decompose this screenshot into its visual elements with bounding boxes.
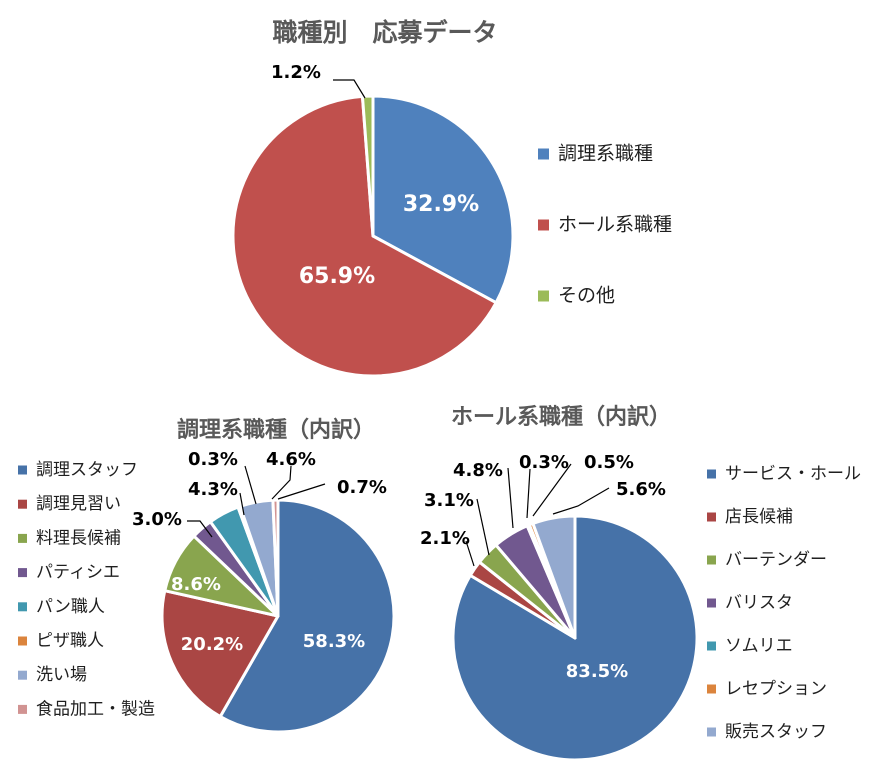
data-label: 32.9% (403, 192, 479, 217)
legend-swatch (18, 499, 27, 509)
data-label: 58.3% (303, 631, 365, 652)
data-label: 0.3% (519, 452, 569, 473)
legend-swatch (538, 290, 549, 302)
leader-line (187, 520, 213, 538)
legend-swatch (18, 636, 27, 646)
chart-title: 調理系職種（内訳） (177, 417, 375, 443)
pie-slice-2 (160, 589, 280, 719)
legend-label: パン職人 (36, 597, 105, 617)
legend-label: 調理スタッフ (36, 460, 138, 480)
legend-label: 洗い場 (36, 665, 87, 685)
data-label: 8.6% (171, 574, 221, 595)
data-label: 2.1% (420, 528, 470, 549)
legend-label: その他 (558, 285, 615, 307)
data-label: 3.1% (424, 490, 474, 511)
pie-chart-3: ホール系職種（内訳） 83.5% 2.1% 3.1% 4.8% 0.3% 0.5% 5.6% サ… (420, 404, 861, 762)
data-label: 5.6% (616, 479, 666, 500)
data-label: 3.0% (132, 509, 182, 530)
legend-swatch (18, 465, 27, 475)
leader-line (277, 483, 326, 500)
leader-line (532, 463, 572, 517)
leader-line (239, 492, 245, 516)
legend-swatch (18, 602, 27, 612)
legend-swatch (538, 148, 549, 160)
legend-swatch (18, 533, 27, 543)
data-label: 4.8% (453, 460, 503, 481)
leader-line (507, 467, 514, 529)
pie-slice-7 (531, 514, 577, 640)
data-label: 4.6% (266, 449, 316, 470)
leader-line (552, 487, 610, 515)
pie-slice-2 (231, 94, 498, 378)
legend-label: サービス・ホール (725, 464, 861, 484)
pie-slice-1 (218, 498, 396, 734)
data-label: 0.3% (188, 449, 238, 470)
leader-line (465, 540, 475, 567)
legend-swatch (707, 555, 716, 565)
leader-line (271, 465, 292, 500)
legend-label: ピザ職人 (36, 631, 104, 651)
legend-label: ソムリエ (725, 636, 793, 656)
legend-label: 調理見習い (36, 494, 121, 514)
legend-label: 販売スタッフ (725, 722, 827, 742)
data-label: 83.5% (566, 661, 628, 682)
legend-swatch (707, 684, 716, 694)
legend-label: バーテンダー (725, 550, 827, 570)
leader-line (526, 468, 531, 519)
legend-label: 食品加工・製造 (36, 699, 155, 719)
legend-swatch (707, 727, 716, 737)
legend-swatch (18, 568, 27, 578)
legend-swatch (707, 469, 716, 479)
legend-swatch (707, 641, 716, 651)
legend-swatch (18, 704, 27, 714)
legend-swatch (18, 670, 27, 680)
legend-label: パティシエ (36, 563, 120, 583)
legend-swatch (707, 512, 716, 522)
chart-title: ホール系職種（内訳） (451, 404, 671, 430)
data-label: 4.3% (188, 479, 238, 500)
legend-label: レセプション (725, 679, 827, 699)
chart-title: 職種別 応募データ (272, 18, 497, 47)
pie-slice-1 (371, 94, 515, 305)
data-label: 0.5% (584, 452, 634, 473)
legend-label: ホール系職種 (558, 214, 672, 236)
legend-label: 店長候補 (725, 507, 793, 527)
pie-slice-3 (360, 94, 375, 238)
legend-label: 調理系職種 (558, 143, 653, 165)
leader-line (244, 465, 257, 505)
data-label: 0.7% (337, 477, 387, 498)
legend-swatch (538, 219, 549, 231)
data-label: 20.2% (181, 634, 243, 655)
leader-line (333, 79, 366, 99)
leader-line (476, 498, 490, 556)
data-label: 1.2% (271, 62, 321, 83)
legend-label: バリスタ (725, 593, 793, 613)
pie-slice-8 (271, 498, 280, 618)
legend-label: 料理長候補 (36, 528, 121, 548)
data-label: 65.9% (299, 264, 375, 289)
pie-chart-2: 調理系職種（内訳） 58.3% 20.2% 8.6% 3.0% 4.3% 0.3% 4.6% 0… (18, 417, 396, 734)
legend-swatch (707, 598, 716, 608)
